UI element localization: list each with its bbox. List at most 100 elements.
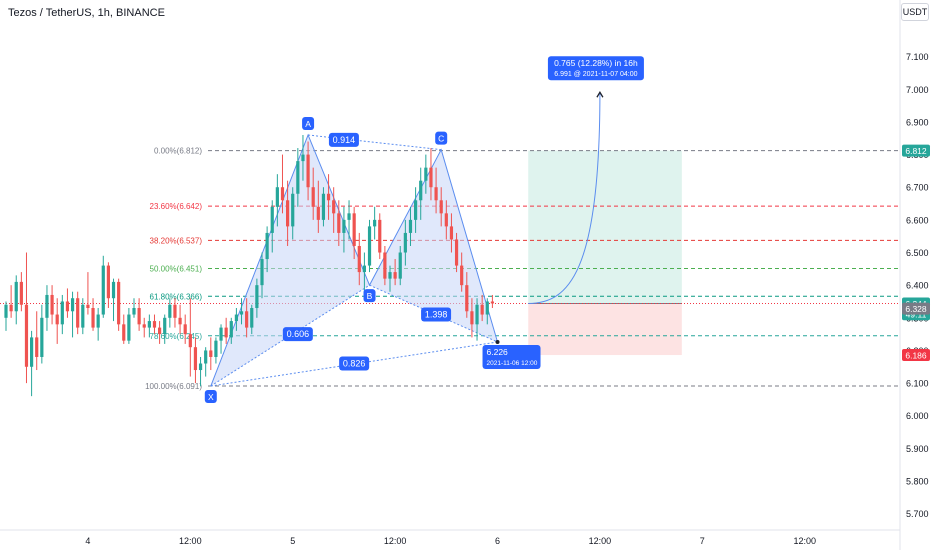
candle-body bbox=[454, 239, 459, 266]
y-tick-label: 5.800 bbox=[906, 477, 929, 487]
candle-body bbox=[470, 311, 474, 325]
y-tick-label: 6.100 bbox=[906, 379, 929, 389]
pattern-ratio-label: 0.826 bbox=[343, 359, 366, 369]
candle-body bbox=[76, 298, 80, 328]
candle-body bbox=[337, 213, 341, 233]
fib-level-label: 38.20%(6.537) bbox=[150, 236, 203, 245]
candle-body bbox=[403, 232, 407, 253]
candle-body bbox=[86, 304, 90, 309]
pattern-ratio-label: 0.914 bbox=[333, 135, 356, 145]
projection-label-box bbox=[547, 56, 644, 81]
price-tag-label: 6.328 bbox=[905, 304, 927, 314]
candle-body bbox=[439, 200, 443, 214]
y-tick-label: 5.700 bbox=[906, 509, 929, 519]
candle-body bbox=[332, 200, 336, 214]
candle-body bbox=[111, 281, 116, 299]
pattern-point-box bbox=[435, 131, 448, 145]
candle-body bbox=[444, 213, 448, 227]
candle-body bbox=[229, 321, 233, 338]
pattern-point-box bbox=[363, 289, 376, 303]
candle-body bbox=[4, 304, 8, 318]
candle-body bbox=[280, 187, 285, 201]
candle-body bbox=[91, 308, 95, 328]
price-tag-label: 6.186 bbox=[905, 351, 927, 361]
candle-body bbox=[40, 317, 44, 357]
candle-body bbox=[188, 334, 192, 348]
currency-button[interactable]: USDT bbox=[901, 3, 929, 21]
pattern-point-label: X bbox=[208, 392, 214, 402]
candle-body bbox=[209, 350, 213, 357]
pattern-point-box bbox=[204, 390, 217, 404]
x-tick-label: 12:00 bbox=[179, 536, 202, 546]
candle-body bbox=[260, 259, 264, 286]
candle-body bbox=[19, 281, 23, 305]
candle-body bbox=[388, 272, 392, 279]
candle-body bbox=[419, 180, 423, 201]
candle-body bbox=[204, 350, 208, 364]
y-tick-label: 6.700 bbox=[906, 183, 929, 193]
candle-body bbox=[475, 304, 479, 325]
pattern-ratio-box bbox=[328, 132, 359, 147]
pattern-ratio-box bbox=[282, 327, 313, 342]
pattern-ratio-box bbox=[339, 356, 370, 371]
candle-body bbox=[168, 304, 172, 318]
candle-body bbox=[193, 347, 198, 371]
y-tick-label: 6.400 bbox=[906, 281, 929, 291]
y-tick-label: 6.600 bbox=[906, 215, 929, 225]
candle-body bbox=[70, 298, 75, 312]
projection-arrow bbox=[596, 90, 604, 98]
price-tag-label: 6.812 bbox=[905, 146, 927, 156]
candle-body bbox=[106, 265, 110, 299]
candle-body bbox=[286, 200, 290, 227]
candle-body bbox=[449, 226, 454, 240]
pattern-ratio-line bbox=[210, 284, 370, 387]
candle-body bbox=[393, 272, 397, 279]
price-tag-box bbox=[902, 144, 930, 157]
pattern-point-label: C bbox=[438, 134, 444, 144]
x-tick-label: 12:00 bbox=[793, 536, 816, 546]
pattern-ratio-box bbox=[421, 307, 452, 322]
x-tick-label: 5 bbox=[290, 536, 295, 546]
candle-body bbox=[424, 167, 428, 181]
projection-label-line1: 0.765 (12.28%) in 16h bbox=[554, 58, 638, 68]
candle-body bbox=[250, 308, 254, 328]
candle-body bbox=[485, 301, 489, 315]
candle-body bbox=[147, 321, 151, 328]
candle-body bbox=[414, 200, 418, 220]
target-zone bbox=[528, 150, 682, 304]
candle-body bbox=[265, 232, 269, 260]
candle-body bbox=[163, 317, 167, 335]
candle-body bbox=[255, 285, 259, 309]
candle-body bbox=[352, 213, 356, 246]
x-tick-label: 6 bbox=[495, 536, 500, 546]
candle-body bbox=[101, 265, 105, 315]
d-label-line1: 6.226 bbox=[487, 347, 509, 357]
candle-body bbox=[122, 324, 126, 341]
pattern-point-label: B bbox=[367, 291, 373, 301]
candle-body bbox=[465, 285, 469, 312]
candle-body bbox=[198, 363, 203, 371]
x-tick-label: 12:00 bbox=[384, 536, 407, 546]
candle-body bbox=[45, 294, 49, 318]
candle-body bbox=[378, 219, 382, 253]
pattern-point-box bbox=[302, 116, 315, 130]
candle-body bbox=[9, 304, 13, 312]
price-tag-box bbox=[902, 302, 930, 315]
candle-body bbox=[434, 187, 438, 201]
candle-body bbox=[460, 265, 464, 286]
candle-body bbox=[219, 327, 223, 341]
pattern-triangle-xab bbox=[210, 134, 370, 387]
stop-zone bbox=[528, 303, 682, 356]
candle-body bbox=[158, 327, 162, 335]
pattern-ratio-line bbox=[308, 134, 442, 151]
candle-body bbox=[239, 311, 244, 315]
x-tick-label: 4 bbox=[85, 536, 90, 546]
candle-body bbox=[362, 265, 366, 273]
candle-body bbox=[321, 193, 326, 220]
fib-level-label: 78.60%(6.245) bbox=[150, 332, 203, 341]
projection-curve bbox=[528, 92, 601, 304]
candle-body bbox=[117, 281, 121, 325]
candle-body bbox=[490, 301, 494, 304]
price-tag-label: 49:11 bbox=[906, 310, 927, 320]
